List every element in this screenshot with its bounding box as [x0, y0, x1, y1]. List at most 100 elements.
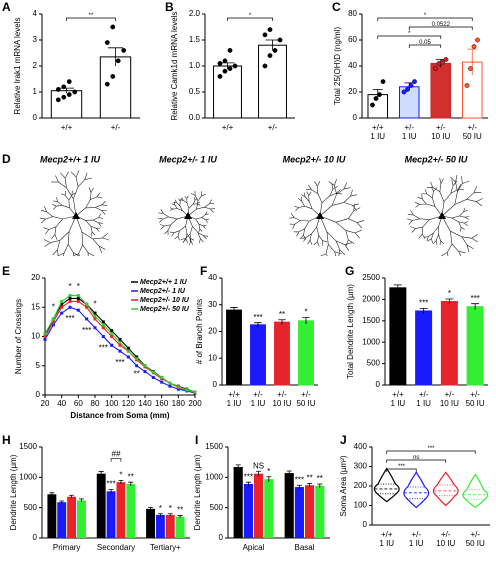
violin — [403, 471, 430, 509]
x-tick-label: Secondary — [97, 543, 135, 552]
marker — [93, 326, 97, 330]
marker — [60, 299, 64, 303]
marker — [76, 294, 80, 298]
data-point — [373, 96, 379, 101]
marker — [68, 296, 72, 300]
x-tick-label: Tertiary+ — [150, 543, 181, 552]
x-tick-label: +/- — [467, 123, 477, 132]
neuron-dendrites — [157, 190, 216, 246]
marker — [51, 323, 55, 327]
bar — [213, 65, 242, 119]
significance-label: *** — [115, 358, 124, 367]
x-tick-label: +/- — [470, 390, 480, 399]
bar — [294, 487, 304, 538]
bar — [389, 287, 407, 386]
data-point — [55, 87, 61, 92]
significance-label: 0.0522 — [432, 22, 451, 28]
error-bar — [49, 492, 55, 496]
y-tick-label: 20 — [208, 327, 217, 336]
marker — [85, 317, 89, 321]
marker — [101, 323, 105, 327]
y-tick-label: 200 — [354, 481, 368, 490]
bar — [126, 484, 136, 538]
error-bar — [230, 307, 238, 313]
error-bar — [254, 322, 262, 327]
y-tick-label: 5 — [36, 361, 41, 370]
y-tick-label: 1000 — [205, 472, 223, 481]
x-tick-label: 20 — [41, 399, 50, 408]
panel-letter: F — [200, 264, 207, 278]
bar — [106, 491, 116, 538]
y-tick-label: 0 — [213, 380, 218, 389]
marker — [193, 390, 197, 394]
x-tick-label: 10 IU — [440, 399, 459, 408]
error-bar — [58, 87, 75, 94]
x-tick-label: 50 IU — [296, 399, 315, 408]
x-tick-label: 10 IU — [272, 399, 291, 408]
y-axis-label: Dendrite Length (µm) — [193, 454, 202, 530]
significance-label: *** — [398, 464, 406, 470]
data-point — [272, 48, 278, 53]
y-tick-label: 0 — [36, 390, 41, 399]
error-bar — [265, 39, 280, 51]
marker — [93, 314, 97, 318]
marker — [60, 302, 64, 306]
significance-label: * — [93, 299, 96, 308]
y-tick-label: 0 — [376, 380, 381, 389]
error-bar — [108, 489, 114, 494]
marker — [68, 305, 72, 309]
significance-label: *** — [99, 343, 108, 352]
significance-label: ** — [134, 370, 140, 379]
x-tick-label: +/- — [441, 530, 451, 539]
bar — [165, 514, 175, 538]
y-tick-label: 2 — [33, 61, 38, 70]
error-bar — [167, 513, 173, 517]
significance-label: *** — [244, 472, 253, 481]
marker — [151, 370, 155, 374]
data-point — [104, 81, 110, 87]
x-tick-label: 160 — [155, 399, 169, 408]
marker — [60, 305, 64, 309]
x-tick-label: Apical — [243, 543, 265, 552]
significance-label: *** — [253, 313, 262, 322]
y-tick-label: 1000 — [362, 337, 380, 346]
marker — [135, 355, 139, 359]
marker — [160, 380, 164, 384]
y-tick-label: 20 — [31, 273, 40, 282]
data-point — [227, 48, 233, 53]
x-tick-label: 10 IU — [431, 132, 450, 141]
y-axis-label: Total 25(OH)D (ng/ml) — [333, 27, 342, 106]
y-tick-label: 40 — [208, 273, 217, 282]
data-point — [405, 87, 410, 92]
x-tick-label: 1 IU — [416, 399, 431, 408]
error-bar — [157, 513, 163, 517]
data-point — [61, 84, 67, 90]
x-tick-label: +/- — [470, 530, 480, 539]
error-bar — [118, 479, 124, 485]
significance-bracket — [386, 450, 476, 454]
marker — [43, 335, 47, 338]
marker — [68, 294, 72, 298]
legend-label: Mecp2+/- 50 IU — [140, 306, 190, 313]
error-bar — [467, 48, 478, 76]
data-point — [401, 89, 407, 95]
neuron-label: Mecp2+/- 10 IU — [283, 154, 346, 164]
data-point — [61, 94, 67, 100]
error-bar — [245, 481, 251, 486]
error-bar — [148, 506, 153, 511]
x-tick-label: +/- — [436, 123, 446, 132]
x-tick-label: Basal — [294, 543, 314, 552]
marker — [85, 305, 89, 309]
data-point — [104, 40, 110, 45]
marker — [176, 387, 180, 391]
y-tick-label: 1000 — [19, 472, 37, 481]
y-tick-label: 60 — [348, 35, 357, 44]
data-point — [471, 44, 477, 49]
y-tick-label: 500 — [367, 359, 381, 368]
y-tick-label: 0 — [219, 533, 224, 542]
significance-label: * — [249, 13, 252, 19]
y-axis-label: Relative Irak1 mRNA levels — [13, 18, 22, 115]
significance-label: * — [408, 31, 411, 37]
data-point — [115, 58, 121, 64]
data-point — [380, 79, 386, 85]
